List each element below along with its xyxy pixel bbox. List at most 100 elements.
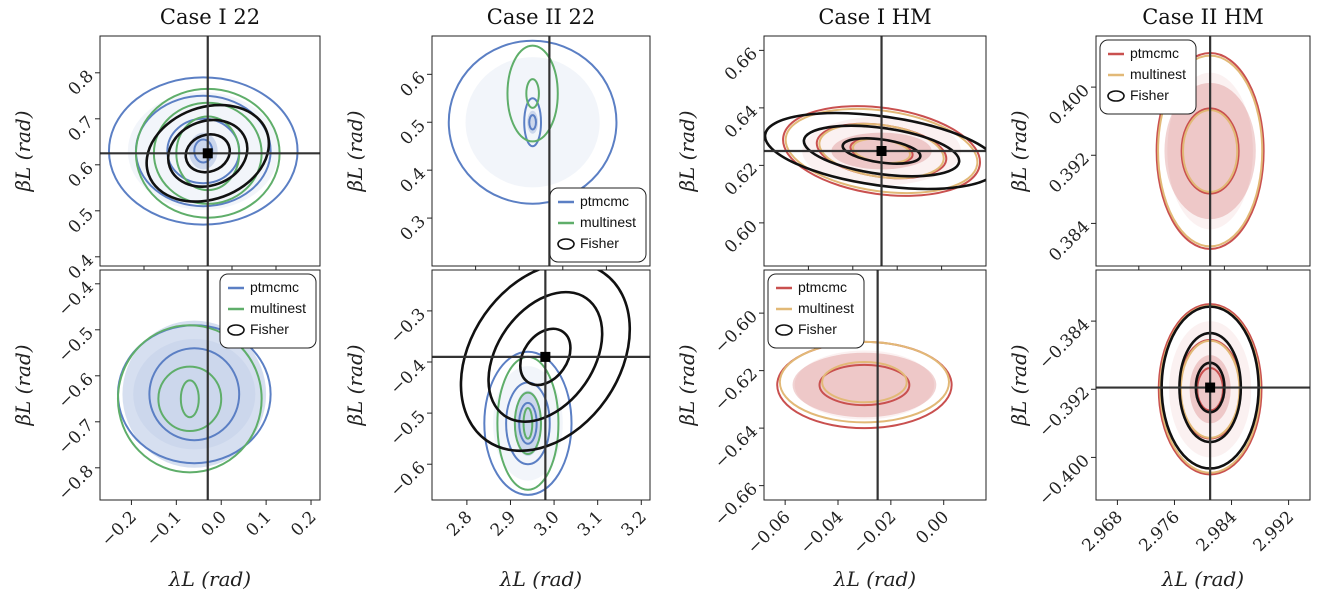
fisher-contour (518, 327, 572, 387)
x-axis-label: λL (rad) (168, 567, 251, 591)
density-core (792, 352, 937, 418)
fisher-contour (764, 111, 986, 191)
x-axis-label: λL (rad) (499, 567, 582, 591)
x-tick-label: 2.984 (1193, 507, 1242, 556)
y-tick-label: 0.5 (397, 116, 430, 149)
x-tick-label: −0.04 (797, 507, 848, 558)
x-tick-label: 3.0 (530, 507, 563, 540)
ptmcmc-contour (107, 76, 299, 226)
panel-6: −0.6 −0.5 −0.4 −0.3 2.8 2.9 3.0 3.1 3.2 βL (rad) λ… (343, 269, 651, 591)
x-tick-label: 3.2 (618, 507, 651, 540)
multinest-contour (116, 324, 263, 474)
y-tick-label: −0.64 (711, 422, 762, 473)
multinest-contour (513, 391, 542, 456)
x-tick-label: 0.00 (912, 507, 953, 548)
legend-marker (557, 238, 575, 250)
ptmcmc-contour (528, 114, 537, 131)
ptmcmc-contour (523, 97, 542, 148)
panel-frame (763, 269, 987, 501)
legend-marker (1107, 90, 1125, 102)
panel-3: 0.60 0.62 0.64 0.66 βL (rad) (675, 35, 987, 270)
ptmcmc-contour (447, 39, 618, 205)
ptmcmc-contour (483, 350, 573, 496)
y-axis-label: βL (rad) (1007, 110, 1031, 192)
x-tick-label: −0.1 (143, 507, 186, 550)
multinest-contour (818, 122, 945, 180)
legend-entry: ptmcmc (1130, 45, 1179, 61)
fisher-contour (459, 270, 632, 453)
panel-frame (99, 35, 321, 267)
y-tick-label: −0.60 (711, 307, 762, 358)
y-tick-label: −0.8 (54, 461, 97, 504)
y-tick-label: 0.4 (397, 164, 430, 197)
y-tick-label: −0.4 (54, 277, 97, 320)
column-title: Case I 22 (160, 5, 260, 29)
x-tick-label: 2.976 (1135, 507, 1184, 556)
y-tick-label: 0.62 (721, 159, 762, 200)
panel-4: 0.384 0.392 0.400 βL (rad) ptmcmc multinest Fi… (1007, 35, 1311, 270)
y-axis-label: βL (rad) (1007, 344, 1031, 426)
panel-frame (763, 35, 987, 267)
ptmcmc-contour (148, 347, 241, 442)
fisher-contour (184, 133, 232, 174)
y-tick-label: 0.8 (65, 66, 98, 99)
legend: ptmcmc multinest Fisher (219, 273, 317, 349)
y-tick-label: −0.66 (711, 479, 762, 530)
panel-7: −0.66 −0.64 −0.62 −0.60 −0.06 −0.04 −0.02 0.00 β… (675, 269, 987, 591)
legend-entry: multinest (250, 300, 306, 316)
ptmcmc-contour (782, 105, 981, 197)
y-tick-label: 0.64 (721, 102, 762, 143)
x-tick-label: 0.2 (287, 507, 320, 540)
y-axis-label: βL (rad) (11, 344, 35, 426)
truth-marker (202, 148, 213, 159)
x-tick-label: 0.1 (242, 507, 275, 540)
y-tick-label: 0.6 (397, 68, 430, 101)
panel-frame (431, 35, 651, 267)
y-tick-label: 0.6 (65, 158, 98, 191)
x-tick-label: 3.1 (574, 507, 607, 540)
x-tick-label: −0.02 (849, 507, 900, 558)
legend-marker (227, 324, 245, 336)
panel-2: 0.3 0.4 0.5 0.6 βL (rad) ptmcmc multinest Fishe… (343, 35, 651, 270)
x-axis-label: λL (rad) (833, 567, 916, 591)
density-core (513, 390, 542, 457)
panel-frame (431, 269, 651, 501)
legend-entry: multinest (580, 214, 636, 230)
fisher-contour (802, 124, 961, 178)
multinest-contour (778, 340, 951, 424)
panel-frame (1095, 35, 1311, 267)
y-tick-label: −0.5 (54, 323, 97, 366)
y-axis-label: βL (rad) (343, 110, 367, 192)
legend-entry: Fisher (798, 321, 837, 337)
legend: ptmcmc multinest Fisher (767, 273, 865, 349)
density-haze (133, 339, 256, 450)
column-title: Case II 22 (487, 5, 595, 29)
legend-marker (775, 324, 793, 336)
multinest-contour (784, 107, 979, 195)
y-tick-label: 0.66 (721, 44, 762, 85)
fisher-contour (841, 137, 922, 165)
y-tick-label: −0.6 (386, 458, 429, 501)
legend-entry: Fisher (580, 235, 619, 251)
density-haze (794, 350, 935, 420)
x-tick-label: −0.2 (98, 507, 141, 550)
density-haze (465, 57, 600, 188)
y-tick-label: 0.392 (1045, 149, 1094, 198)
multinest-contour (525, 78, 540, 109)
panel-5: −0.8−0.7−0.6−0.5−0.4 −0.2 −0.1 0.0 0.1 0.2 βL … (11, 269, 321, 591)
y-axis-label: βL (rad) (675, 344, 699, 426)
fisher-contour (487, 290, 604, 423)
x-tick-label: 0.0 (197, 507, 230, 540)
y-tick-label: 0.5 (65, 204, 98, 237)
multinest-contour (157, 365, 223, 432)
y-tick-label: −0.7 (54, 415, 97, 458)
panel-frame (99, 269, 321, 501)
y-axis-label: βL (rad) (343, 344, 367, 426)
x-tick-label: 2.968 (1078, 507, 1127, 556)
legend-entry: ptmcmc (250, 279, 299, 295)
panel-8: −0.400 −0.392 −0.384 2.968 2.976 2.984 2.992 βL… (1007, 269, 1311, 591)
legend-entry: ptmcmc (580, 193, 629, 209)
x-tick-label: 2.992 (1250, 507, 1299, 556)
truth-marker (1205, 382, 1216, 393)
